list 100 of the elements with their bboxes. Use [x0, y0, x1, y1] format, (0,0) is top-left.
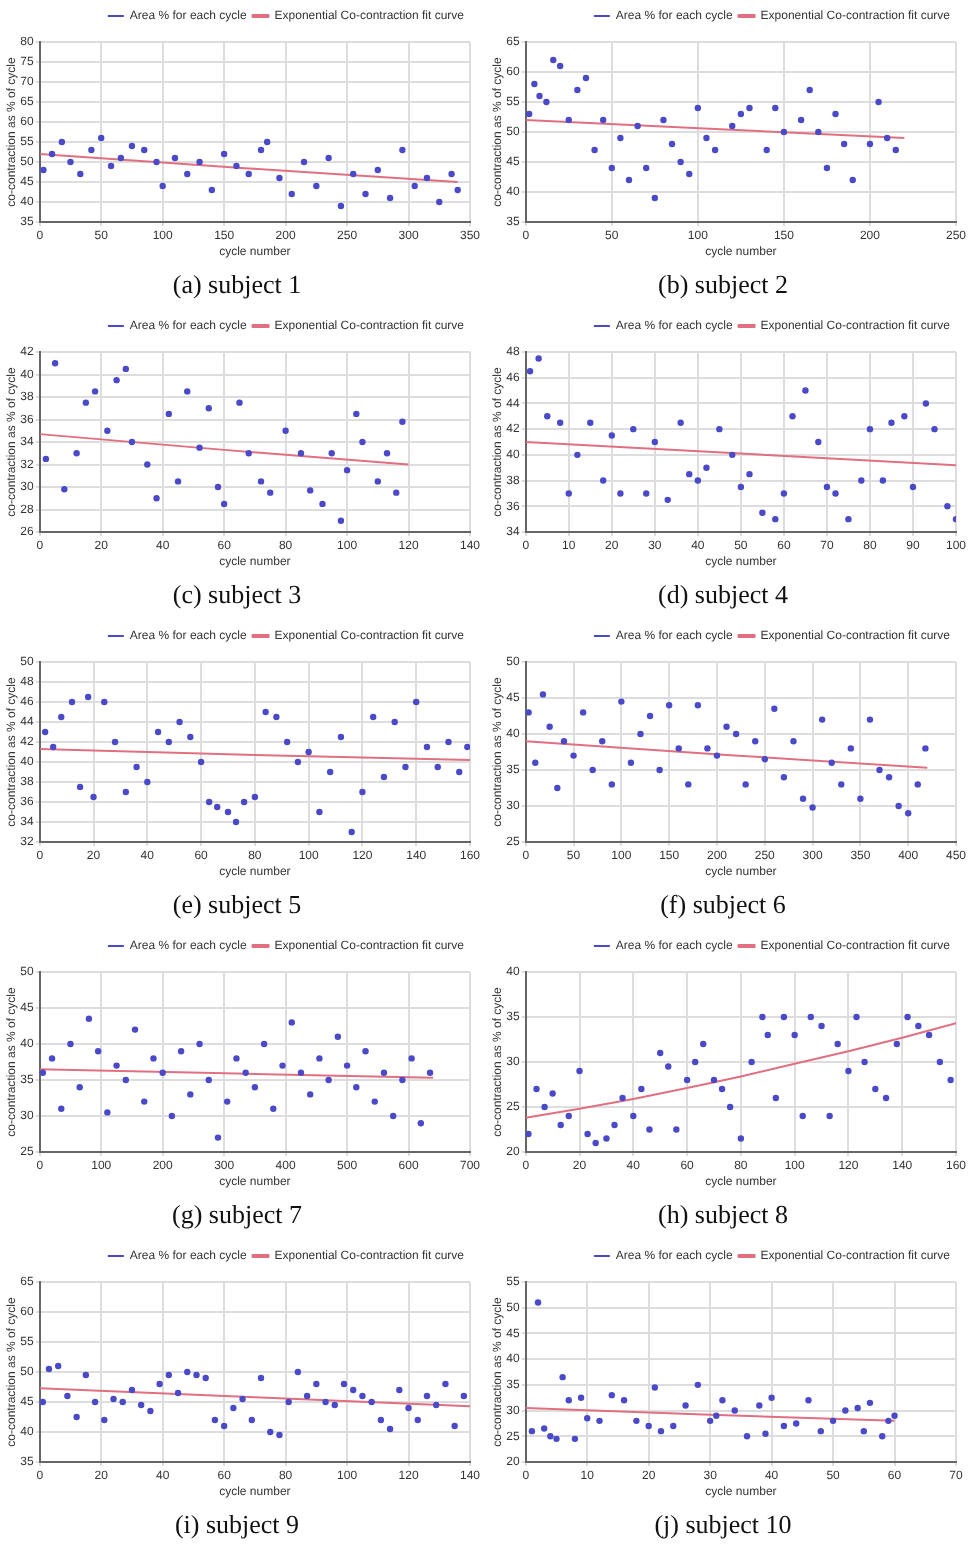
- point: [448, 170, 455, 178]
- point: [637, 730, 644, 738]
- point: [232, 818, 240, 826]
- point: [596, 1417, 603, 1425]
- point: [58, 138, 66, 146]
- point: [343, 466, 351, 474]
- point: [39, 1398, 47, 1406]
- point: [845, 515, 852, 523]
- point: [915, 1022, 922, 1030]
- point: [685, 781, 692, 788]
- point: [665, 1063, 672, 1070]
- point: [368, 1398, 375, 1406]
- point: [797, 116, 805, 124]
- point: [646, 1126, 653, 1133]
- point: [528, 1427, 536, 1435]
- text: (f) subject 6: [660, 889, 787, 920]
- point: [54, 1362, 62, 1370]
- point: [772, 104, 779, 112]
- point: [174, 1389, 182, 1397]
- point: [534, 1299, 542, 1306]
- point: [380, 1069, 388, 1076]
- point: [944, 503, 951, 510]
- point: [683, 1076, 691, 1084]
- point: [371, 1098, 378, 1105]
- point: [599, 116, 607, 124]
- point: [350, 1386, 357, 1394]
- point: [257, 1374, 265, 1382]
- point: [408, 1055, 415, 1062]
- point: [866, 140, 874, 148]
- point: [91, 1398, 99, 1406]
- point: [303, 1392, 311, 1400]
- point: [560, 738, 568, 745]
- point: [547, 1433, 554, 1440]
- point: [554, 784, 561, 792]
- point: [325, 1076, 332, 1084]
- point: [656, 766, 663, 774]
- point: [719, 1397, 726, 1404]
- point: [780, 128, 788, 136]
- point: [45, 1365, 53, 1373]
- point: [737, 110, 745, 118]
- point: [128, 142, 136, 150]
- point: [122, 365, 129, 373]
- point: [772, 1094, 780, 1102]
- point: [925, 1031, 933, 1039]
- point: [532, 759, 539, 766]
- point: [220, 500, 228, 508]
- point: [611, 1121, 618, 1129]
- point: [144, 778, 151, 786]
- point: [73, 450, 80, 457]
- point: [565, 116, 572, 124]
- point: [454, 186, 461, 194]
- point: [904, 1013, 911, 1021]
- point: [756, 1402, 763, 1409]
- point: [646, 712, 654, 720]
- point: [947, 1076, 954, 1084]
- point: [780, 1013, 788, 1021]
- point: [122, 788, 129, 796]
- point: [402, 763, 409, 771]
- point: [177, 1048, 185, 1055]
- point: [48, 1055, 56, 1062]
- point: [104, 427, 111, 434]
- point: [904, 810, 912, 817]
- point: [732, 730, 740, 738]
- point: [677, 158, 684, 166]
- point: [432, 1401, 440, 1409]
- point: [589, 766, 596, 774]
- point: [882, 1094, 890, 1102]
- point: [847, 745, 855, 752]
- point: [369, 713, 377, 721]
- point: [657, 1427, 665, 1435]
- point: [584, 1415, 591, 1422]
- point: [922, 745, 929, 752]
- point: [230, 1404, 237, 1412]
- point: [297, 450, 305, 457]
- point: [559, 1373, 566, 1381]
- point: [276, 174, 283, 182]
- point: [619, 1094, 626, 1102]
- point: [88, 146, 95, 154]
- point: [893, 1040, 901, 1048]
- point: [220, 1422, 228, 1430]
- point: [423, 1392, 431, 1400]
- point: [270, 1105, 277, 1112]
- point: [634, 122, 641, 130]
- point: [526, 368, 534, 375]
- point: [267, 1428, 274, 1436]
- point: [150, 1055, 157, 1062]
- point: [731, 1407, 738, 1414]
- point: [184, 388, 191, 395]
- point: [267, 489, 274, 496]
- point: [603, 1135, 610, 1142]
- point: [426, 1069, 434, 1076]
- point: [245, 450, 252, 457]
- point: [165, 738, 173, 746]
- point: [58, 713, 65, 721]
- point: [305, 748, 312, 756]
- point: [262, 708, 269, 716]
- point: [761, 756, 768, 763]
- point: [340, 1380, 348, 1388]
- point: [353, 1084, 360, 1091]
- point: [879, 477, 887, 484]
